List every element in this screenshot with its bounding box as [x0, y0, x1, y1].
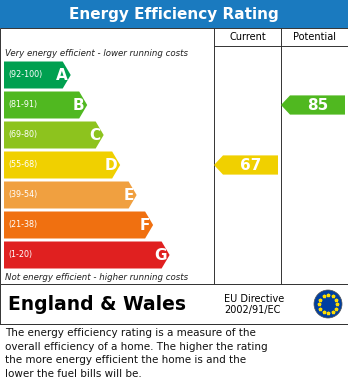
Text: 2002/91/EC: 2002/91/EC	[224, 305, 280, 315]
Text: C: C	[89, 127, 101, 142]
Text: A: A	[56, 68, 68, 83]
Text: Potential: Potential	[293, 32, 336, 42]
Text: 67: 67	[240, 158, 261, 172]
Text: 85: 85	[307, 97, 328, 113]
Text: The energy efficiency rating is a measure of the
overall efficiency of a home. T: The energy efficiency rating is a measur…	[5, 328, 268, 379]
Bar	[0, 28, 348, 284]
Text: (39-54): (39-54)	[8, 190, 37, 199]
Bar	[0, 0, 348, 28]
Bar	[0, 284, 348, 324]
Text: G: G	[154, 248, 167, 262]
Polygon shape	[4, 122, 104, 149]
Text: (55-68): (55-68)	[8, 160, 37, 170]
Polygon shape	[4, 151, 120, 179]
Polygon shape	[4, 212, 153, 239]
Text: (21-38): (21-38)	[8, 221, 37, 230]
Polygon shape	[4, 181, 137, 208]
Text: (1-20): (1-20)	[8, 251, 32, 260]
Text: D: D	[104, 158, 117, 172]
Text: (69-80): (69-80)	[8, 131, 37, 140]
Text: E: E	[123, 188, 134, 203]
Polygon shape	[214, 155, 278, 175]
Polygon shape	[4, 61, 71, 88]
Text: Energy Efficiency Rating: Energy Efficiency Rating	[69, 7, 279, 22]
Text: EU Directive: EU Directive	[224, 294, 284, 304]
Text: Current: Current	[229, 32, 266, 42]
Text: Not energy efficient - higher running costs: Not energy efficient - higher running co…	[5, 273, 188, 282]
Polygon shape	[4, 91, 87, 118]
Text: (92-100): (92-100)	[8, 70, 42, 79]
Text: England & Wales: England & Wales	[8, 294, 186, 314]
Polygon shape	[4, 242, 169, 269]
Text: B: B	[73, 97, 84, 113]
Text: (81-91): (81-91)	[8, 100, 37, 109]
Text: Very energy efficient - lower running costs: Very energy efficient - lower running co…	[5, 48, 188, 57]
Text: F: F	[140, 217, 150, 233]
Circle shape	[314, 290, 342, 318]
Polygon shape	[281, 95, 345, 115]
